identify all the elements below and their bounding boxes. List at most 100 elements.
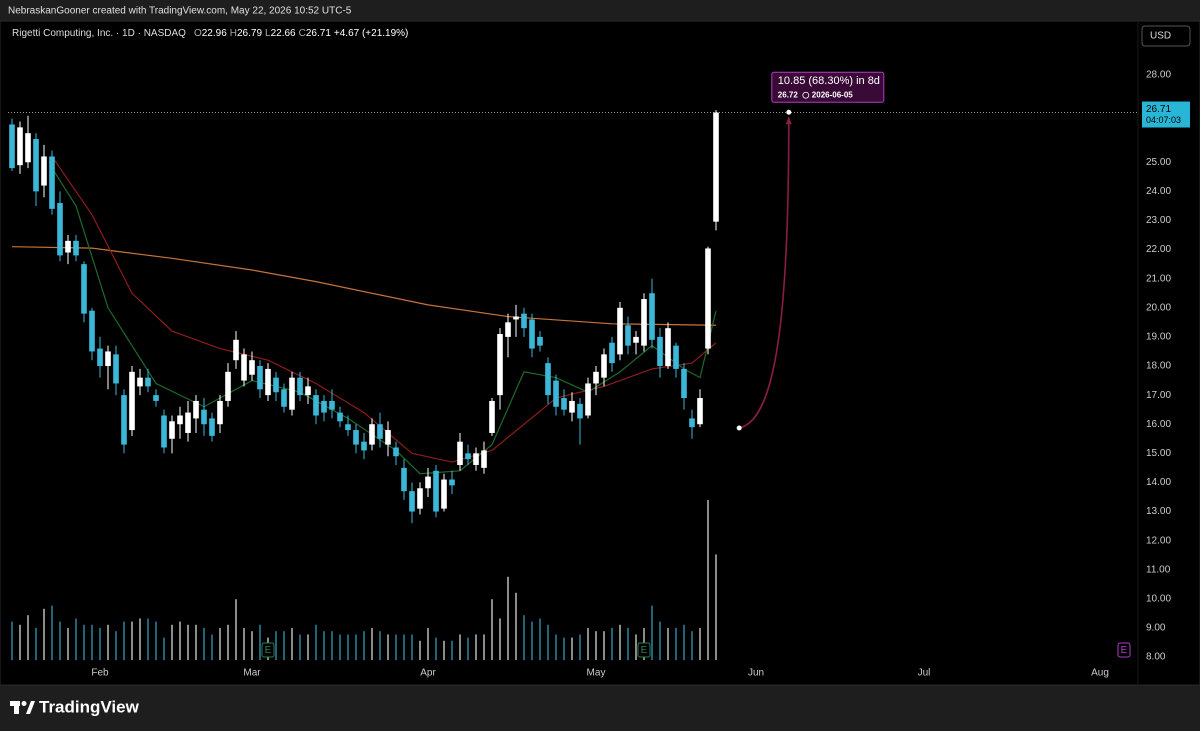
volume-bar xyxy=(443,640,445,660)
volume-bar xyxy=(627,628,629,660)
y-tick-label: 17.00 xyxy=(1146,390,1171,401)
volume-bar xyxy=(243,628,245,660)
volume-bar xyxy=(91,624,93,660)
volume-bar xyxy=(355,634,357,660)
volume-bar xyxy=(195,624,197,660)
volume-bar xyxy=(387,634,389,660)
price-tag xyxy=(1142,101,1190,128)
logo-dot xyxy=(21,701,27,706)
y-tick-label: 8.00 xyxy=(1146,652,1166,663)
volume-bar xyxy=(635,634,637,660)
candle-body xyxy=(489,400,495,433)
event-marker xyxy=(637,642,651,658)
x-tick-label: Jun xyxy=(748,668,764,679)
volume-bar xyxy=(563,637,565,660)
candle-body xyxy=(25,133,31,163)
candle-body xyxy=(561,398,567,410)
candle-body xyxy=(553,380,559,407)
candle-body xyxy=(505,322,511,337)
projection-date: 2026-06-05 xyxy=(812,90,853,99)
volume-bar xyxy=(147,618,149,660)
candle-body xyxy=(49,156,55,209)
candle-body xyxy=(241,354,247,381)
volume-bar xyxy=(619,624,621,660)
candle-body xyxy=(513,316,519,320)
candle-body xyxy=(345,424,351,431)
volume-bar xyxy=(171,624,173,660)
candle-body xyxy=(89,310,95,352)
volume-bar xyxy=(475,634,477,660)
volume-bar xyxy=(547,624,549,660)
candle-body xyxy=(329,400,335,410)
volume-bar xyxy=(27,615,29,660)
volume-bar xyxy=(539,618,541,660)
projection-arrow xyxy=(785,116,792,125)
candle-body xyxy=(449,479,455,486)
event-label: E xyxy=(1121,645,1128,656)
volume-bar xyxy=(467,637,469,660)
y-tick-label: 10.00 xyxy=(1146,593,1171,604)
candle-body xyxy=(641,299,647,346)
candle-body xyxy=(393,447,399,457)
candle-body xyxy=(585,383,591,416)
volume-bar xyxy=(323,631,325,660)
chart-panel xyxy=(0,20,1200,686)
y-tick-label: 12.00 xyxy=(1146,535,1171,546)
candle-body xyxy=(521,313,527,329)
candle-body xyxy=(465,453,471,460)
volume-bar xyxy=(67,628,69,660)
volume-bar xyxy=(659,621,661,660)
volume-bar xyxy=(707,500,709,660)
volume-bar xyxy=(187,624,189,660)
candle-body xyxy=(441,479,447,509)
volume-bar xyxy=(59,621,61,660)
clock-icon xyxy=(802,91,810,99)
volume-bar xyxy=(275,631,277,660)
volume-bar xyxy=(459,634,461,660)
volume-bar xyxy=(115,631,117,660)
volume-bar xyxy=(331,631,333,660)
candle-body xyxy=(305,386,311,396)
volume-bar xyxy=(235,599,237,660)
candle-body xyxy=(65,240,71,253)
currency-button[interactable] xyxy=(1141,25,1191,47)
volume-bar xyxy=(675,628,677,660)
candle-body xyxy=(601,354,607,378)
event-label: E xyxy=(265,645,272,656)
candle-body xyxy=(177,415,183,425)
volume-bar xyxy=(499,618,501,660)
projection-start xyxy=(736,425,742,431)
moving-average xyxy=(11,246,717,326)
y-tick-label: 21.00 xyxy=(1146,273,1171,284)
candle-body xyxy=(609,342,615,364)
event-label: E xyxy=(641,645,648,656)
volume-bar xyxy=(691,631,693,660)
candle-body xyxy=(529,319,535,349)
volume-bar xyxy=(531,621,533,660)
candle-body xyxy=(369,424,375,445)
volume-bar xyxy=(595,631,597,660)
candle-body xyxy=(545,363,551,396)
candle-body xyxy=(633,336,639,343)
volume-bar xyxy=(307,634,309,660)
candle-body xyxy=(81,264,87,314)
candle-body xyxy=(129,371,135,431)
ohlc-letter: L xyxy=(265,28,271,39)
candle-body xyxy=(193,400,199,419)
event-marker xyxy=(1117,642,1131,658)
candle-body xyxy=(681,368,687,399)
volume-bar xyxy=(51,605,53,660)
logo-slash xyxy=(26,701,35,714)
ohlc-value: 22.96 xyxy=(202,28,227,39)
currency[interactable]: USD xyxy=(1150,31,1171,42)
x-tick-label: Mar xyxy=(243,668,261,679)
y-tick-label: 13.00 xyxy=(1146,506,1171,517)
candle-body xyxy=(97,348,103,367)
y-tick-label: 20.00 xyxy=(1146,302,1171,313)
candle-body xyxy=(457,441,463,465)
candle-body xyxy=(625,325,631,346)
volume-bar xyxy=(163,637,165,660)
volume-bar xyxy=(123,621,125,660)
candle-body xyxy=(105,351,111,367)
